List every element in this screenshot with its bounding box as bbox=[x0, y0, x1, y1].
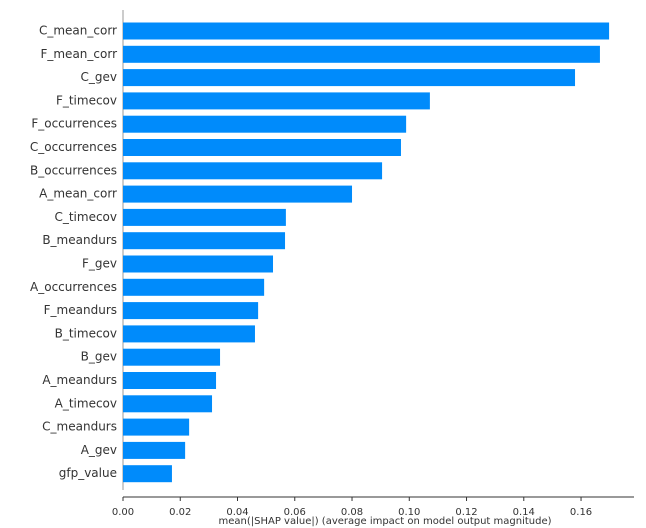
y-tick-label: F_meandurs bbox=[44, 303, 117, 317]
y-tick-label: B_occurrences bbox=[30, 163, 117, 177]
bar bbox=[123, 418, 190, 436]
bar bbox=[123, 302, 259, 320]
y-tick-label: A_occurrences bbox=[30, 280, 117, 294]
x-tick-label: 0.02 bbox=[169, 507, 191, 518]
bar bbox=[123, 348, 221, 366]
x-axis-label: mean(|SHAP value|) (average impact on mo… bbox=[218, 516, 551, 527]
y-tick-label: F_gev bbox=[82, 257, 117, 271]
bar bbox=[123, 22, 610, 40]
x-tick-label: 0.10 bbox=[398, 507, 420, 518]
y-tick-label: C_mean_corr bbox=[39, 24, 117, 38]
bar bbox=[123, 208, 286, 226]
y-tick-label: A_gev bbox=[81, 443, 117, 457]
x-tick-label: 0.06 bbox=[284, 507, 306, 518]
y-tick-label: C_occurrences bbox=[30, 140, 117, 154]
y-tick-label: B_gev bbox=[81, 350, 117, 364]
bar bbox=[123, 69, 576, 87]
x-tick-label: 0.12 bbox=[455, 507, 477, 518]
x-tick-label: 0.04 bbox=[226, 507, 248, 518]
y-tick-label: C_timecov bbox=[54, 210, 117, 224]
bar bbox=[123, 232, 286, 250]
bar bbox=[123, 162, 383, 180]
y-tick-label: F_mean_corr bbox=[40, 47, 117, 61]
bar bbox=[123, 465, 172, 483]
bar bbox=[123, 441, 186, 459]
y-tick-label: F_timecov bbox=[56, 93, 117, 107]
y-tick-label: C_meandurs bbox=[42, 420, 117, 434]
bar bbox=[123, 139, 401, 156]
bar bbox=[123, 395, 213, 413]
x-tick-label: 0.14 bbox=[513, 507, 535, 518]
y-tick-label: A_mean_corr bbox=[39, 187, 117, 201]
bar bbox=[123, 372, 217, 389]
bar bbox=[123, 278, 265, 296]
x-tick-label: 0.16 bbox=[570, 507, 592, 518]
bar bbox=[123, 115, 407, 133]
bar bbox=[123, 255, 274, 273]
x-tick-label: 0.08 bbox=[341, 507, 363, 518]
bar bbox=[123, 92, 430, 110]
y-tick-label: A_timecov bbox=[55, 396, 117, 410]
y-tick-label: B_timecov bbox=[55, 326, 117, 340]
y-tick-label: B_meandurs bbox=[42, 233, 117, 247]
bar bbox=[123, 185, 353, 203]
y-tick-label: C_gev bbox=[81, 70, 117, 84]
y-tick-label: A_meandurs bbox=[42, 373, 117, 387]
x-tick-label: 0.00 bbox=[112, 507, 134, 518]
bar bbox=[123, 325, 255, 343]
y-tick-label: F_occurrences bbox=[31, 117, 117, 131]
y-tick-label: gfp_value bbox=[59, 466, 117, 480]
bar bbox=[123, 45, 600, 63]
